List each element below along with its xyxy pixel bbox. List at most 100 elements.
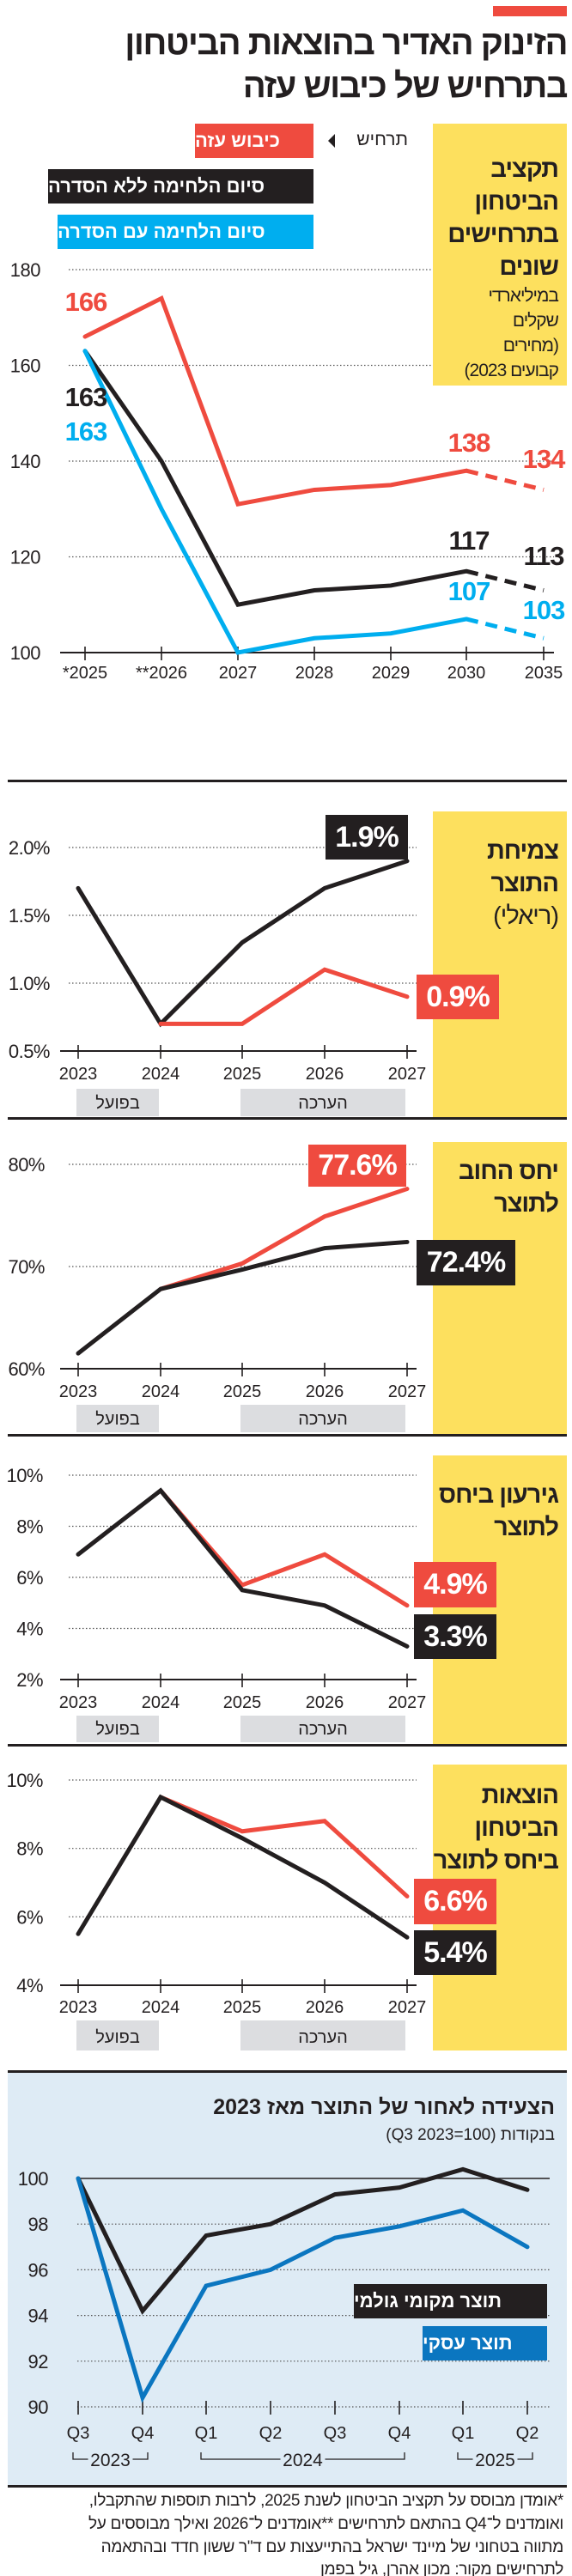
footnote-line: *אומדן מבוסס על תקציב הביטחון לשנת 2025,…: [88, 2492, 564, 2510]
section-divider: [8, 2485, 567, 2488]
chart3-title-line: לתוצר: [494, 1190, 559, 1218]
series-line: [82, 349, 469, 608]
year-bracket: [457, 2452, 533, 2460]
y-tick-label: 90: [28, 2397, 49, 2418]
period-label: הערכה: [298, 2028, 348, 2047]
footnote-line: מתווה בטחוני של מיינד ישראל בהתייעצות עם…: [100, 2538, 564, 2556]
x-tick-label: 2026: [306, 1382, 344, 1401]
y-tick-label: 4%: [16, 1975, 43, 1996]
value-label: 166: [65, 287, 107, 317]
chart2-end-label-red: 0.9%: [417, 975, 499, 1019]
chart5: 4% 6% 8% 10% 2023 2024 2025 2026 2027 בפועל הערכה: [6, 1770, 426, 2050]
scenario-label: תרחיש: [356, 130, 408, 149]
chart5-end-label-red: 6.6%: [414, 1879, 496, 1924]
arrow-left-icon: [328, 134, 335, 148]
y-tick-label: 98: [28, 2214, 49, 2235]
footnote-line: ואומדנים ל־Q4 בהתאם לתרחישים **אומדנים ל…: [88, 2515, 563, 2533]
x-tick-label: Q2: [259, 2424, 283, 2443]
value-label: 138: [448, 428, 490, 458]
chart5-end-label-black: 5.4%: [414, 1930, 496, 1975]
x-tick-label: 2024: [142, 1998, 180, 2017]
x-tick-label: Q3: [324, 2424, 347, 2443]
section-divider: [8, 2070, 567, 2073]
section-divider: [8, 1744, 567, 1747]
chart3: 60% 70% 80% 2023 2024 2025 2026 2027 בפועל הערכה: [8, 1154, 426, 1432]
period-band: [76, 2020, 159, 2050]
chart1-subtitle-line: שקלים: [512, 311, 559, 331]
chart2-title-box: [433, 811, 567, 1117]
year-group-label: 2025: [475, 2451, 515, 2470]
year-group-label: 2024: [283, 2451, 323, 2470]
y-tick-label: 92: [28, 2351, 49, 2372]
y-tick-label: 100: [18, 2168, 48, 2190]
period-band: [76, 1089, 159, 1116]
chart5-title-line: הביטחון: [474, 1814, 559, 1842]
y-tick-label: 160: [10, 355, 40, 377]
period-label: הערכה: [298, 1410, 348, 1429]
chart6-title: הצעידה לאחור של התוצר מאז 2023: [213, 2095, 555, 2119]
chart1-title-line: תקציב: [490, 155, 559, 183]
series-line: [76, 859, 410, 1028]
x-tick-label: 2025: [223, 1065, 262, 1084]
chart5-title-line: הוצאות: [481, 1782, 559, 1809]
chart1-title: תקציב הביטחון בתרחישים שונים במיליארדי ש…: [447, 153, 559, 383]
source-line: לתרחישים מקור: מכון אהרן, גיל בפמן: [320, 2561, 563, 2576]
y-tick-label: 8%: [16, 1516, 43, 1538]
chart1-title-line: שונים: [499, 253, 559, 281]
y-tick-label: 180: [10, 259, 40, 281]
legend-item-war-end-no-deal: סיום הלחימה ללא הסדרה: [48, 169, 313, 204]
chart2-end-label-black: 1.9%: [326, 815, 408, 860]
x-tick-label: 2026: [306, 1693, 344, 1712]
x-tick-label: 2023: [59, 1065, 98, 1084]
chart4-end-label-red: 4.9%: [414, 1562, 496, 1607]
x-tick-label: 2027: [388, 1998, 427, 2017]
series-line: [82, 349, 469, 655]
year-group-label: 2023: [90, 2451, 131, 2470]
y-tick-label: 70%: [8, 1256, 45, 1278]
x-tick-label: *2025: [63, 664, 107, 683]
period-label: הערכה: [298, 1720, 348, 1739]
x-tick-label: Q2: [516, 2424, 539, 2443]
legend-item-gaza-occupation: כיבוש עזה: [195, 124, 313, 158]
chart5-title: הוצאות הביטחון ביחס לתוצר: [433, 1779, 559, 1877]
chart5-title-line: ביחס לתוצר: [433, 1847, 559, 1874]
y-tick-label: 0.5%: [9, 1041, 50, 1062]
period-label: בפועל: [95, 2028, 140, 2047]
chart2-title-line: (ריאלי): [493, 902, 559, 930]
chart4-title: גירעון ביחס לתוצר: [438, 1479, 559, 1544]
period-label: בפועל: [95, 1094, 140, 1113]
chart4-end-label-black: 3.3%: [414, 1614, 496, 1659]
y-tick-label: 2%: [16, 1669, 43, 1691]
section-divider: [8, 1117, 567, 1120]
x-tick-label: 2027: [388, 1065, 427, 1084]
x-tick-label: 2023: [59, 1693, 98, 1712]
y-tick-label: 2.0%: [9, 837, 50, 859]
chart3-title-line: יחס החוב: [458, 1157, 559, 1185]
series-line: [76, 2166, 530, 2315]
x-tick-label: Q3: [67, 2424, 90, 2443]
y-tick-label: 60%: [8, 1358, 45, 1380]
page-title-line-1: הזינוק האדיר בהוצאות הביטחון: [125, 24, 568, 62]
y-tick-label: 120: [10, 547, 40, 568]
y-tick-label: 10%: [6, 1770, 43, 1791]
y-tick-label: 8%: [16, 1838, 43, 1860]
y-tick-label: 140: [10, 451, 40, 472]
chart3-title-box: [433, 1142, 567, 1434]
year-bracket: [72, 2452, 149, 2460]
chart4-title-line: לתוצר: [494, 1514, 559, 1541]
chart4: 2% 4% 6% 8% 10% 2023 2024 2025 2026 2027 בפועל הערכ…: [6, 1465, 426, 1742]
y-tick-label: 100: [10, 642, 40, 664]
x-tick-label: 2024: [142, 1065, 180, 1084]
chart6-legend-business-product: תוצר עסקי: [423, 2326, 547, 2360]
chart2-title-line: צמיחת: [486, 837, 559, 865]
series-line-projection: [466, 617, 545, 641]
value-label: 103: [523, 595, 565, 625]
series-line-projection: [466, 568, 545, 592]
chart4-title-line: גירעון ביחס: [438, 1481, 559, 1509]
chart2: 0.5% 1.0% 1.5% 2.0% 2023 2024 2025 2026 2027 בפוע…: [9, 837, 426, 1116]
series-line: [158, 1488, 410, 1608]
chart1-title-line: הביטחון: [474, 188, 559, 216]
chart3-title: יחס החוב לתוצר: [458, 1155, 559, 1220]
